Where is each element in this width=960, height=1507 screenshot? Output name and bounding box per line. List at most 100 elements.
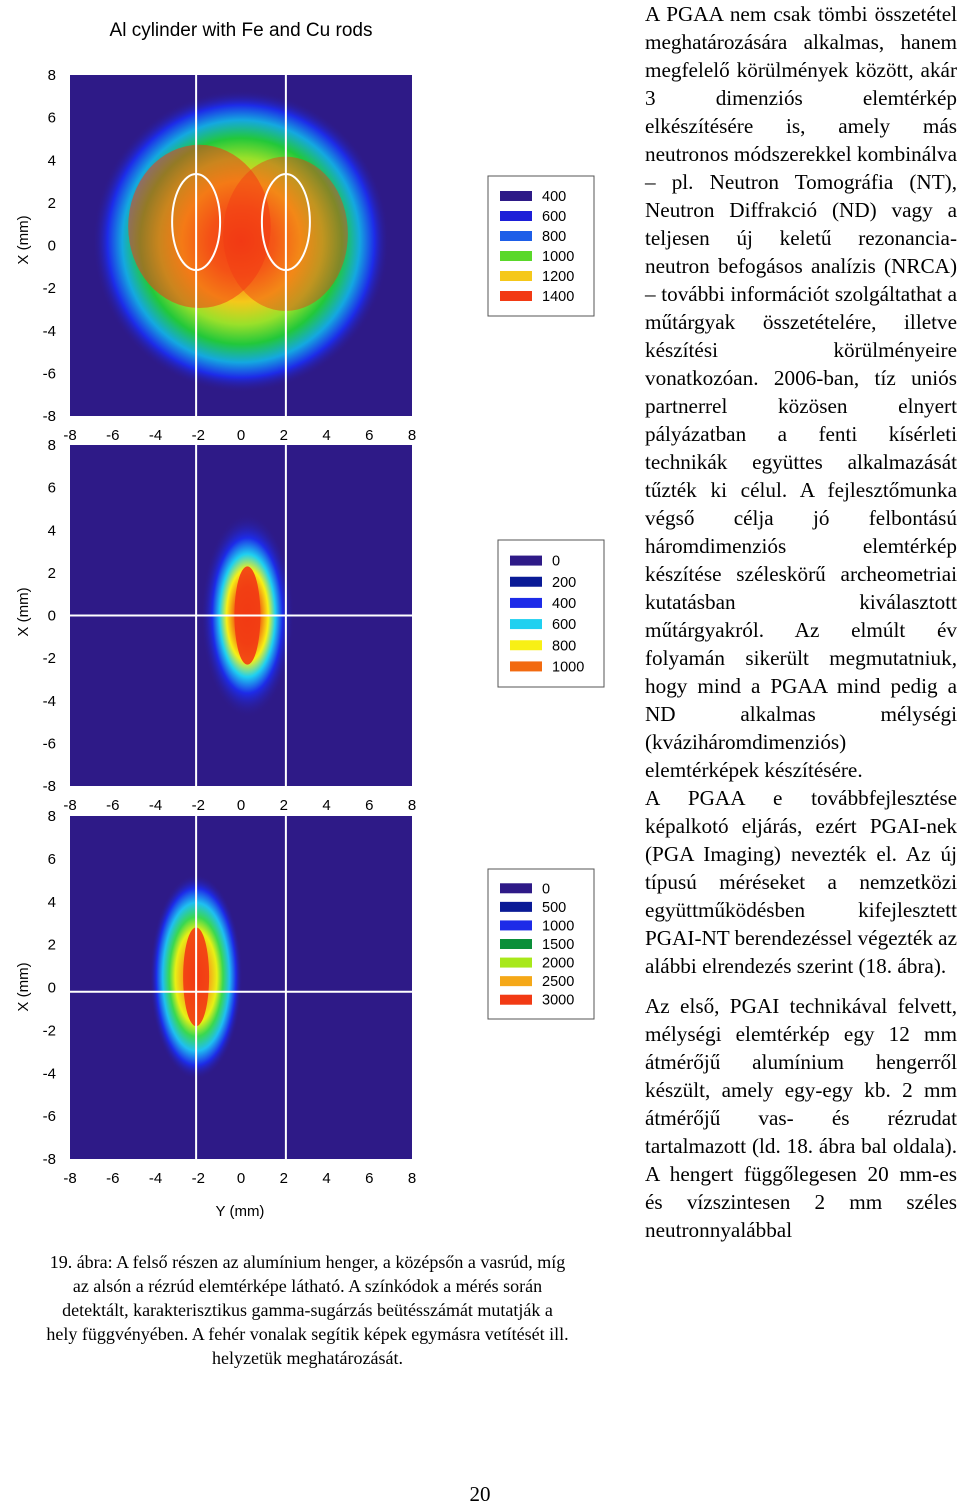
- y-tick-label: 8: [48, 437, 56, 454]
- x-tick-label: 2: [280, 797, 288, 814]
- legend-swatch: [500, 957, 532, 968]
- legend-label: 0: [542, 881, 550, 897]
- legend-swatch: [500, 231, 532, 241]
- legend-swatch: [510, 619, 542, 630]
- x-tick-label: 6: [365, 1170, 373, 1187]
- y-tick-label: -8: [43, 408, 56, 425]
- legend-label: 2000: [542, 956, 574, 972]
- y-tick-label: 0: [48, 980, 56, 997]
- legend-label: 1000: [542, 918, 574, 934]
- x-tick-label: -6: [106, 1170, 119, 1187]
- body-paragraph-1: A PGAA nem csak tömbi összetétel meghatá…: [645, 2, 957, 782]
- legend-swatch: [510, 597, 542, 608]
- y-axis-label: X (mm): [15, 587, 32, 636]
- y-tick-label: -8: [43, 1151, 56, 1168]
- y-tick-label: 4: [48, 152, 56, 169]
- legend-label: 600: [552, 617, 576, 633]
- legend-swatch: [500, 271, 532, 281]
- x-tick-label: -4: [149, 1170, 162, 1187]
- x-tick-label: -4: [149, 797, 162, 814]
- legend-label: 1000: [542, 249, 574, 265]
- legend-swatch: [500, 939, 532, 949]
- figure-title: Al cylinder with Fe and Cu rods: [110, 20, 373, 41]
- x-tick-label: -2: [192, 427, 205, 444]
- intensity-core: [128, 144, 271, 309]
- x-tick-label: 8: [408, 797, 416, 814]
- y-tick-label: -2: [43, 280, 56, 297]
- caption-line: helyzetük meghatározását.: [212, 1348, 403, 1368]
- figure-caption: 19. ábra: A felső részen az alumínium he…: [0, 1250, 615, 1370]
- y-tick-label: -4: [43, 1065, 56, 1082]
- y-tick-label: 6: [48, 110, 56, 127]
- x-tick-label: -8: [63, 1170, 76, 1187]
- x-tick-label: -6: [106, 797, 119, 814]
- heatmap-panel: X (mm) 400 600 800 1000 1200 1400: [15, 75, 595, 416]
- x-tick-label: 2: [280, 427, 288, 444]
- legend-label: 600: [542, 209, 566, 225]
- y-tick-label: 4: [48, 894, 56, 911]
- rod-outline-ellipse: [260, 173, 311, 272]
- x-tick-label: 6: [365, 797, 373, 814]
- page-number: 20: [469, 1482, 491, 1506]
- legend-swatch: [500, 994, 532, 1005]
- y-tick-label: -2: [43, 650, 56, 667]
- heatmap-panel: X (mm) 0 200 400 600 800 1000: [15, 445, 605, 786]
- legend-label: 1500: [542, 937, 574, 953]
- x-axis-label: Y (mm): [216, 1203, 265, 1220]
- x-tick-label: 0: [237, 797, 245, 814]
- legend-swatch: [500, 211, 532, 221]
- body-text-column: A PGAA nem csak tömbi összetétel meghatá…: [645, 0, 957, 1244]
- legend-swatch: [510, 661, 542, 672]
- legend-swatch: [500, 920, 532, 931]
- y-tick-label: -8: [43, 778, 56, 795]
- y-tick-label: 0: [48, 238, 56, 255]
- legend-swatch: [500, 901, 532, 912]
- x-tick-label: 2: [280, 1170, 288, 1187]
- x-tick-label: -8: [63, 427, 76, 444]
- legend-label: 200: [552, 575, 576, 591]
- legend-swatch: [500, 291, 532, 301]
- legend-label: 800: [552, 638, 576, 654]
- legend-swatch: [500, 883, 532, 894]
- x-tick-label: 4: [322, 427, 330, 444]
- legend-swatch: [500, 251, 532, 261]
- y-tick-label: 2: [48, 195, 56, 212]
- x-tick-label: 6: [365, 427, 373, 444]
- caption-line: 19. ábra: A felső részen az alumínium he…: [49, 1252, 566, 1272]
- element-map-figure: Al cylinder with Fe and Cu rods X (mm)40…: [15, 20, 605, 1220]
- y-tick-label: 8: [48, 808, 56, 825]
- caption-line: az alsón a rézrúd elemtérképe látható. A…: [72, 1276, 543, 1296]
- x-tick-label: 4: [322, 797, 330, 814]
- legend-swatch: [510, 576, 542, 587]
- y-tick-label: -6: [43, 735, 56, 752]
- rod-outline-ellipse: [171, 173, 222, 272]
- y-tick-label: -4: [43, 693, 56, 710]
- x-tick-label: 4: [322, 1170, 330, 1187]
- figure-19: Al cylinder with Fe and Cu rods X (mm) 40…: [0, 20, 615, 1370]
- legend: 400 600 800 1000 1200 1400: [487, 175, 595, 317]
- y-tick-label: -2: [43, 1022, 56, 1039]
- legend: 0 200 400 600 800 1000: [497, 539, 605, 688]
- legend-label: 800: [542, 229, 566, 245]
- body-paragraph-3: Az első, PGAI technikával felvett, mélys…: [645, 994, 957, 1242]
- y-axis-label: X (mm): [15, 215, 32, 264]
- legend-label: 1400: [542, 289, 574, 305]
- legend-swatch: [500, 976, 532, 987]
- y-tick-label: -4: [43, 323, 56, 340]
- y-tick-label: 8: [48, 67, 56, 84]
- x-tick-label: -8: [63, 797, 76, 814]
- x-tick-label: 8: [408, 427, 416, 444]
- legend-swatch: [510, 640, 542, 651]
- legend-label: 1200: [542, 269, 574, 285]
- legend-label: 2500: [542, 974, 574, 990]
- x-tick-label: -6: [106, 427, 119, 444]
- legend-label: 0: [552, 554, 560, 570]
- y-tick-label: 6: [48, 480, 56, 497]
- x-tick-label: -2: [192, 797, 205, 814]
- y-tick-label: 2: [48, 565, 56, 582]
- y-tick-label: -6: [43, 365, 56, 382]
- y-tick-label: 4: [48, 522, 56, 539]
- legend-label: 400: [552, 596, 576, 612]
- legend: 0 500 1000 1500 2000 2500 3000: [487, 868, 595, 1020]
- legend-label: 3000: [542, 993, 574, 1009]
